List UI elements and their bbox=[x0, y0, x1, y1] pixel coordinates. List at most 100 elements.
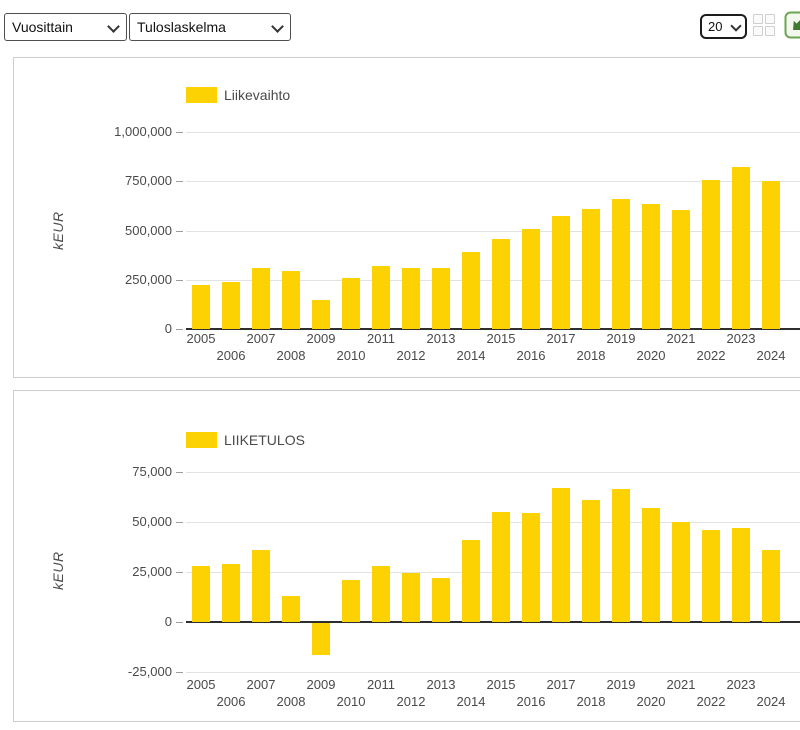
grid-cell bbox=[753, 26, 763, 36]
bar-2005[interactable] bbox=[192, 566, 210, 622]
y-tick-label: 500,000 bbox=[125, 222, 172, 238]
bar-2011[interactable] bbox=[372, 265, 390, 329]
bar-2014[interactable] bbox=[462, 252, 480, 329]
x-tick-label: 2016 bbox=[516, 348, 546, 363]
x-axis-line bbox=[186, 328, 800, 330]
bar-2012[interactable] bbox=[402, 267, 420, 329]
bar-2015[interactable] bbox=[492, 239, 510, 329]
bar-2006[interactable] bbox=[222, 281, 240, 329]
legend-label: Liikevaihto bbox=[224, 87, 291, 103]
x-tick-label: 2023 bbox=[726, 677, 756, 692]
bar-2006[interactable] bbox=[222, 564, 240, 622]
x-tick-label: 2019 bbox=[606, 331, 636, 346]
bar-2016[interactable] bbox=[522, 513, 540, 622]
x-tick-label: 2017 bbox=[546, 331, 576, 346]
bar-2010[interactable] bbox=[342, 277, 360, 329]
x-tick-label: 2005 bbox=[186, 331, 216, 346]
bar-2022[interactable] bbox=[702, 530, 720, 622]
period-select[interactable]: Vuosittain bbox=[4, 13, 127, 41]
x-tick-label: 2012 bbox=[396, 348, 426, 363]
y-tick-label: 50,000 bbox=[132, 514, 172, 529]
bar-2020[interactable] bbox=[642, 508, 660, 622]
y-tick-label: 750,000 bbox=[125, 173, 172, 189]
bar-2016[interactable] bbox=[522, 228, 540, 329]
legend-label: LIIKETULOS bbox=[224, 432, 305, 448]
x-tick-label: 2022 bbox=[696, 348, 726, 363]
bar-2007[interactable] bbox=[252, 550, 270, 622]
bar-2015[interactable] bbox=[492, 512, 510, 622]
x-tick-label: 2008 bbox=[276, 694, 306, 709]
bar-2008[interactable] bbox=[282, 271, 300, 329]
x-tick-label: 2024 bbox=[756, 348, 786, 363]
x-tick-label: 2012 bbox=[396, 694, 426, 709]
grid-view-icon[interactable] bbox=[753, 14, 775, 36]
x-tick-label: 2011 bbox=[367, 677, 395, 692]
x-tick-label: 2017 bbox=[546, 677, 576, 692]
x-tick-label: 2019 bbox=[606, 677, 636, 692]
bar-2008[interactable] bbox=[282, 596, 300, 622]
x-tick-label: 2014 bbox=[456, 694, 486, 709]
bar-2022[interactable] bbox=[702, 179, 720, 329]
x-tick-label: 2010 bbox=[336, 694, 366, 709]
bar-2005[interactable] bbox=[192, 284, 210, 329]
x-tick-label: 2010 bbox=[336, 348, 366, 363]
plot-area: 0 250,000 500,000 750,000 1,000,000 2005 2006 2… bbox=[14, 58, 800, 377]
x-tick-label: 2005 bbox=[186, 677, 216, 692]
tick-mark bbox=[176, 279, 183, 281]
tick-mark bbox=[176, 522, 183, 523]
y-tick-label: 1,000,000 bbox=[114, 124, 172, 139]
bar-2017[interactable] bbox=[552, 488, 570, 622]
bar-2018[interactable] bbox=[582, 500, 600, 622]
tick-mark bbox=[176, 572, 183, 573]
count-select-wrap: 20 bbox=[700, 14, 747, 39]
x-tick-label: 2011 bbox=[367, 331, 395, 346]
bar-2021[interactable] bbox=[672, 209, 690, 329]
bar-2013[interactable] bbox=[432, 578, 450, 622]
export-excel-icon[interactable] bbox=[784, 11, 800, 39]
bar-2019[interactable] bbox=[612, 198, 630, 329]
bar-2024[interactable] bbox=[762, 550, 780, 622]
legend-swatch bbox=[186, 87, 217, 103]
bar-2021[interactable] bbox=[672, 522, 690, 622]
bar-2012[interactable] bbox=[402, 573, 420, 622]
y-tick-label: 25,000 bbox=[132, 564, 172, 579]
bar-2019[interactable] bbox=[612, 489, 630, 622]
report-select-wrap: Tuloslaskelma bbox=[129, 13, 291, 41]
count-select[interactable]: 20 bbox=[700, 14, 747, 39]
legend-swatch bbox=[186, 432, 217, 448]
bar-2013[interactable] bbox=[432, 267, 450, 329]
bar-2024[interactable] bbox=[762, 181, 780, 329]
bar-2020[interactable] bbox=[642, 203, 660, 329]
y-tick-label: -25,000 bbox=[127, 664, 172, 679]
bar-2010[interactable] bbox=[342, 580, 360, 622]
bar-2007[interactable] bbox=[252, 267, 270, 329]
chart-panel-liikevaihto: Liikevaihto kEUR 0 250,000 500,000 750,000 1… bbox=[13, 57, 800, 378]
bar-2014[interactable] bbox=[462, 540, 480, 622]
tick-mark bbox=[176, 132, 183, 133]
gridline bbox=[186, 181, 800, 183]
x-axis-line bbox=[186, 621, 800, 623]
bar-2011[interactable] bbox=[372, 566, 390, 622]
gridline bbox=[186, 472, 800, 473]
bar-2023[interactable] bbox=[732, 528, 750, 622]
y-tick-label: 250,000 bbox=[125, 271, 172, 287]
x-tick-label: 2009 bbox=[306, 331, 336, 346]
tick-mark bbox=[176, 672, 183, 673]
bar-2009[interactable] bbox=[312, 623, 330, 655]
x-tick-label: 2015 bbox=[486, 677, 516, 692]
gridline bbox=[186, 672, 800, 673]
x-tick-label: 2006 bbox=[216, 348, 246, 363]
bar-2023[interactable] bbox=[732, 167, 750, 329]
gridline bbox=[186, 132, 800, 133]
tick-mark bbox=[176, 329, 183, 330]
grid-cell bbox=[753, 14, 763, 24]
x-tick-label: 2018 bbox=[576, 348, 606, 363]
report-select[interactable]: Tuloslaskelma bbox=[129, 13, 291, 41]
bar-2018[interactable] bbox=[582, 209, 600, 329]
x-tick-label: 2018 bbox=[576, 694, 606, 709]
legend: Liikevaihto bbox=[186, 87, 290, 103]
bar-2009[interactable] bbox=[312, 300, 330, 329]
bar-2017[interactable] bbox=[552, 216, 570, 329]
y-tick-label: 0 bbox=[164, 614, 172, 629]
